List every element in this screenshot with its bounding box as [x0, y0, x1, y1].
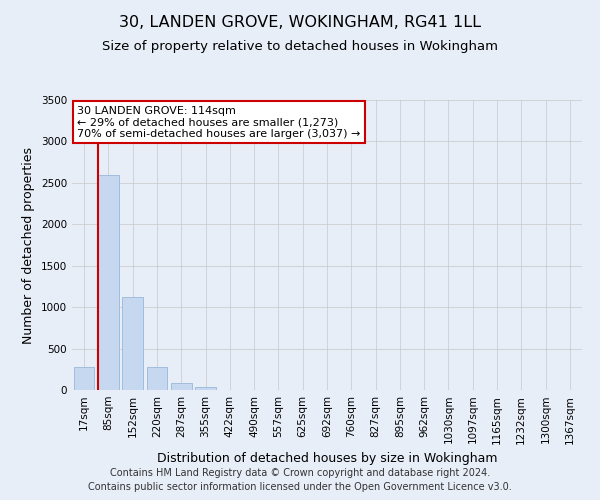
Bar	[98, 174, 119, 390]
Y-axis label: Number of detached properties: Number of detached properties	[22, 146, 35, 344]
X-axis label: Distribution of detached houses by size in Wokingham: Distribution of detached houses by size …	[157, 452, 497, 465]
Bar	[195, 386, 216, 390]
Text: 30 LANDEN GROVE: 114sqm
← 29% of detached houses are smaller (1,273)
70% of semi: 30 LANDEN GROVE: 114sqm ← 29% of detache…	[77, 106, 361, 139]
Bar	[171, 384, 191, 390]
Text: 30, LANDEN GROVE, WOKINGHAM, RG41 1LL: 30, LANDEN GROVE, WOKINGHAM, RG41 1LL	[119, 15, 481, 30]
Text: Size of property relative to detached houses in Wokingham: Size of property relative to detached ho…	[102, 40, 498, 53]
Text: Contains public sector information licensed under the Open Government Licence v3: Contains public sector information licen…	[88, 482, 512, 492]
Bar	[146, 367, 167, 390]
Bar	[74, 367, 94, 390]
Text: Contains HM Land Registry data © Crown copyright and database right 2024.: Contains HM Land Registry data © Crown c…	[110, 468, 490, 477]
Bar	[122, 297, 143, 390]
